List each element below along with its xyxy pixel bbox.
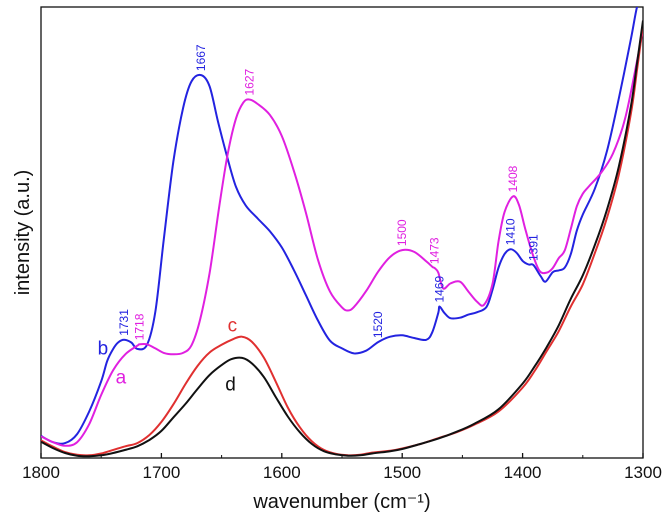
- peak-label-1408: 1408: [506, 165, 520, 192]
- peak-label-1500: 1500: [395, 219, 409, 246]
- curves: [41, 7, 643, 458]
- curve-letters: ba c d: [98, 316, 238, 396]
- x-axis-ticks: 1800 1700 1600 1500 1400 1300: [22, 453, 662, 482]
- peak-label-1627: 1627: [242, 68, 256, 95]
- peak-label-1410: 1410: [504, 218, 518, 245]
- peak-label-1391: 1391: [526, 234, 540, 261]
- y-axis-title: intensity (a.u.): [12, 170, 34, 296]
- curve-letter-d: d: [225, 374, 236, 395]
- series-line-c: [41, 24, 643, 457]
- curve-letter-b: b: [98, 338, 109, 359]
- peak-label-1718: 1718: [133, 313, 147, 340]
- curve-letter-c: c: [228, 316, 238, 337]
- peak-label-1473: 1473: [428, 237, 442, 264]
- x-tick-label: 1700: [142, 463, 180, 482]
- plot-frame: [40, 6, 644, 459]
- curve-letter-a: a: [116, 368, 127, 389]
- peak-label-1469: 1469: [433, 275, 447, 302]
- x-axis-title: wavenumber (cm⁻¹): [252, 491, 430, 513]
- peak-labels: 1731 1667 1520 1469 1410 1391 1718 1627 1500 1473…: [117, 44, 540, 340]
- peak-label-1520: 1520: [371, 311, 385, 338]
- series-line-d: [41, 20, 643, 458]
- series-line-b: [41, 7, 639, 445]
- x-tick-label: 1400: [504, 463, 542, 482]
- x-tick-label: 1500: [383, 463, 421, 482]
- series-line-a: [41, 29, 643, 447]
- x-tick-label: 1600: [263, 463, 301, 482]
- x-tick-label: 1300: [624, 463, 662, 482]
- peak-label-1667: 1667: [194, 44, 208, 71]
- x-tick-label: 1800: [22, 463, 60, 482]
- peak-label-1731: 1731: [117, 309, 131, 336]
